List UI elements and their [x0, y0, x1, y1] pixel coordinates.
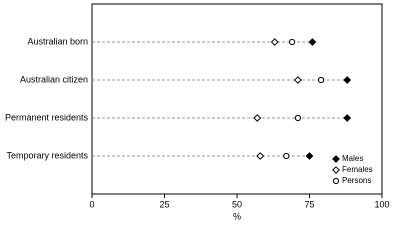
- chart: % 0 25 50 75 100 Australian born Australian ci…: [5, 3, 390, 221]
- data-point: [294, 114, 301, 122]
- data-point: [308, 38, 317, 46]
- x-tick-label: 0: [89, 199, 94, 209]
- x-tick-label: 25: [159, 199, 169, 209]
- y-tick-label: Permanent residents: [5, 112, 89, 122]
- legend-label: Persons: [342, 176, 371, 185]
- legend-marker: [332, 155, 340, 163]
- plot-frame: [91, 3, 383, 195]
- legend-marker: [332, 177, 340, 185]
- x-tick-label: 75: [304, 199, 314, 209]
- data-point: [256, 152, 265, 160]
- x-tick-label: 100: [374, 199, 389, 209]
- data-point: [343, 76, 352, 84]
- legend-marker: [332, 166, 340, 174]
- y-tick-label: Temporary residents: [6, 150, 88, 160]
- x-tick-label: 50: [232, 199, 242, 209]
- data-point: [318, 76, 325, 84]
- data-point: [305, 152, 314, 160]
- data-point: [289, 38, 296, 46]
- legend-label: Males: [342, 154, 363, 163]
- page: % 0 25 50 75 100 Australian born Australian ci…: [4, 3, 390, 222]
- legend-label: Females: [342, 165, 373, 174]
- y-tick-label: Australian born: [27, 36, 88, 46]
- x-axis-label: %: [233, 211, 241, 221]
- y-tick-label: Australian citizen: [20, 74, 88, 84]
- data-point: [293, 76, 302, 84]
- data-point: [343, 114, 352, 122]
- data-point: [270, 38, 279, 46]
- data-point: [283, 152, 290, 160]
- data-point: [253, 114, 262, 122]
